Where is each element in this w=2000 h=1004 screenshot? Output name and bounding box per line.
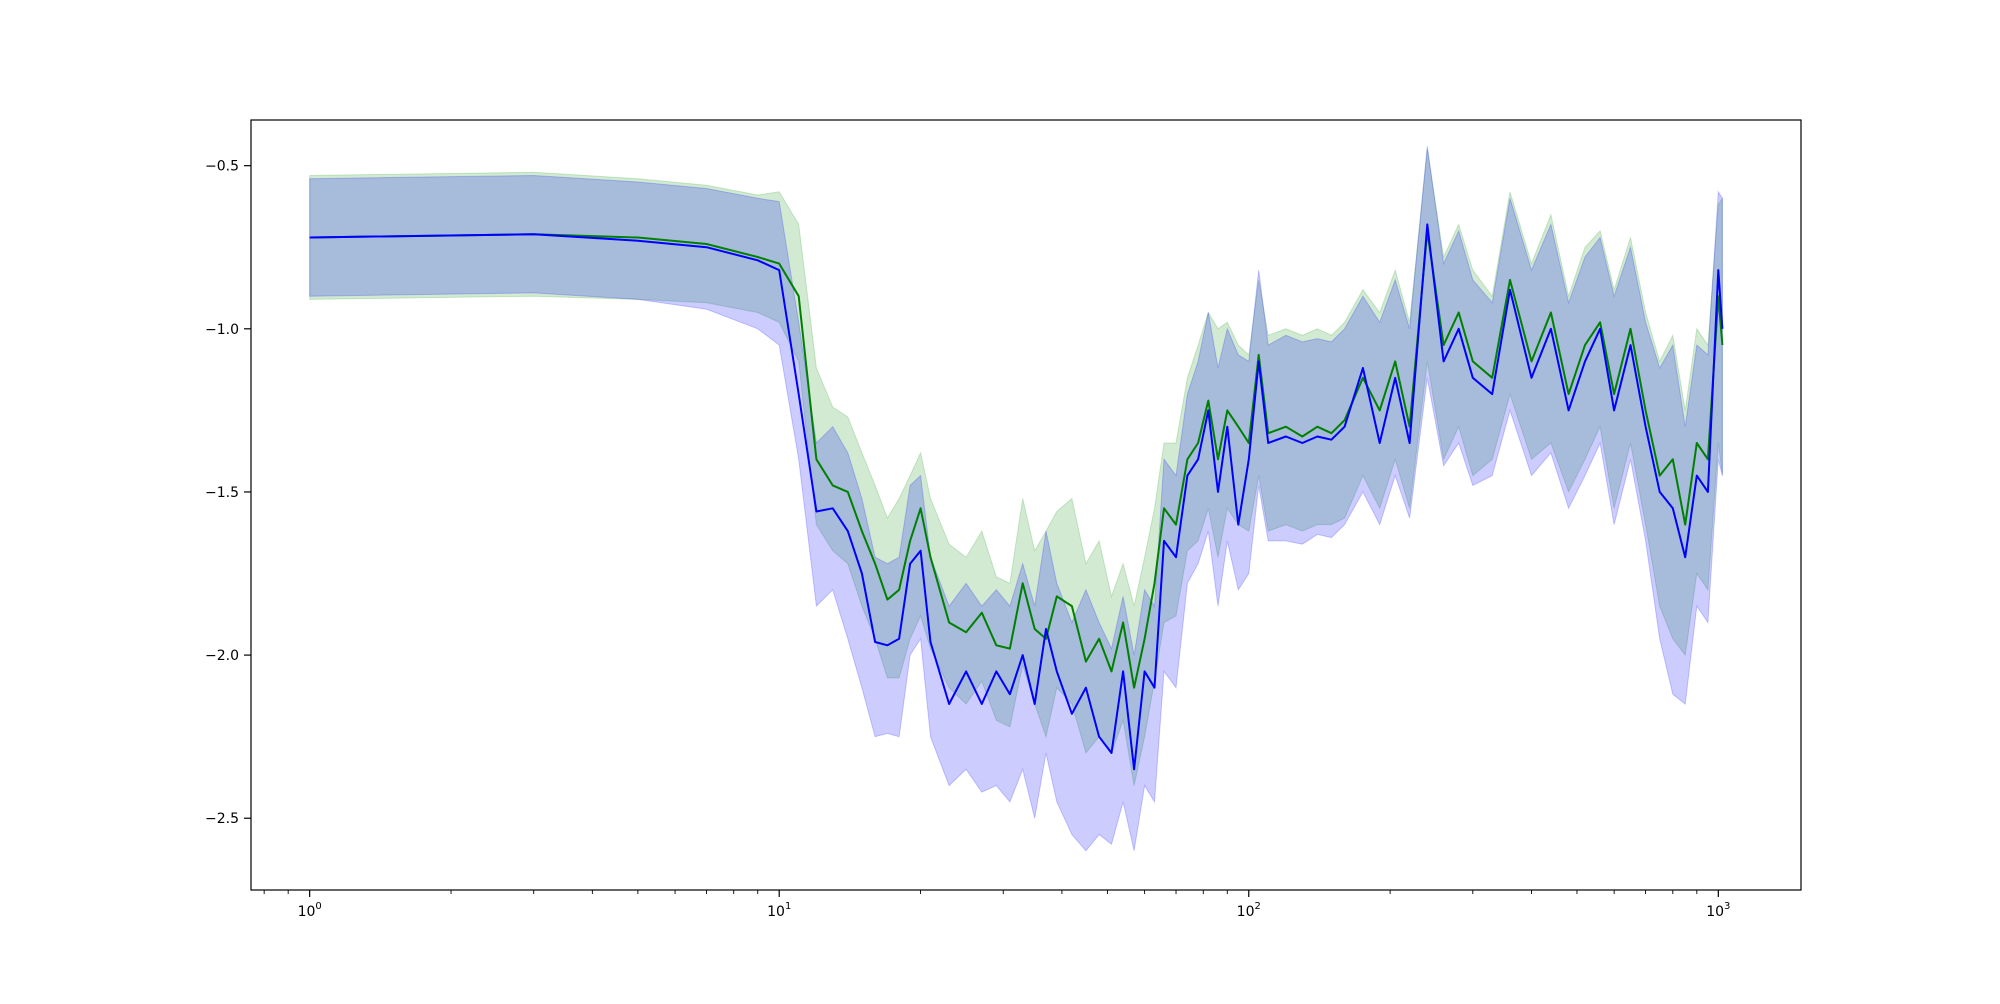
y-tick-label: −2.0 [205, 648, 239, 664]
y-tick-label: −1.5 [205, 485, 239, 501]
series-2-band [309, 146, 1723, 852]
plot-frame [250, 119, 1802, 891]
y-axis: −0.5 −1.0 −1.5 −2.0 −2.5 [205, 159, 251, 827]
series-1-line [309, 229, 1724, 689]
y-tick-label: −0.5 [205, 159, 239, 175]
x-tick-label: 100 [298, 901, 322, 920]
x-axis: 100 101 102 103 [263, 890, 1730, 920]
x-tick-label: 101 [767, 901, 791, 920]
x-tick-label: 103 [1706, 901, 1730, 920]
y-tick-label: −1.0 [205, 322, 239, 338]
x-tick-label: 102 [1237, 901, 1261, 920]
y-tick-label: −2.5 [205, 811, 239, 827]
series-1-band [309, 149, 1723, 786]
series-2-line [309, 223, 1724, 771]
